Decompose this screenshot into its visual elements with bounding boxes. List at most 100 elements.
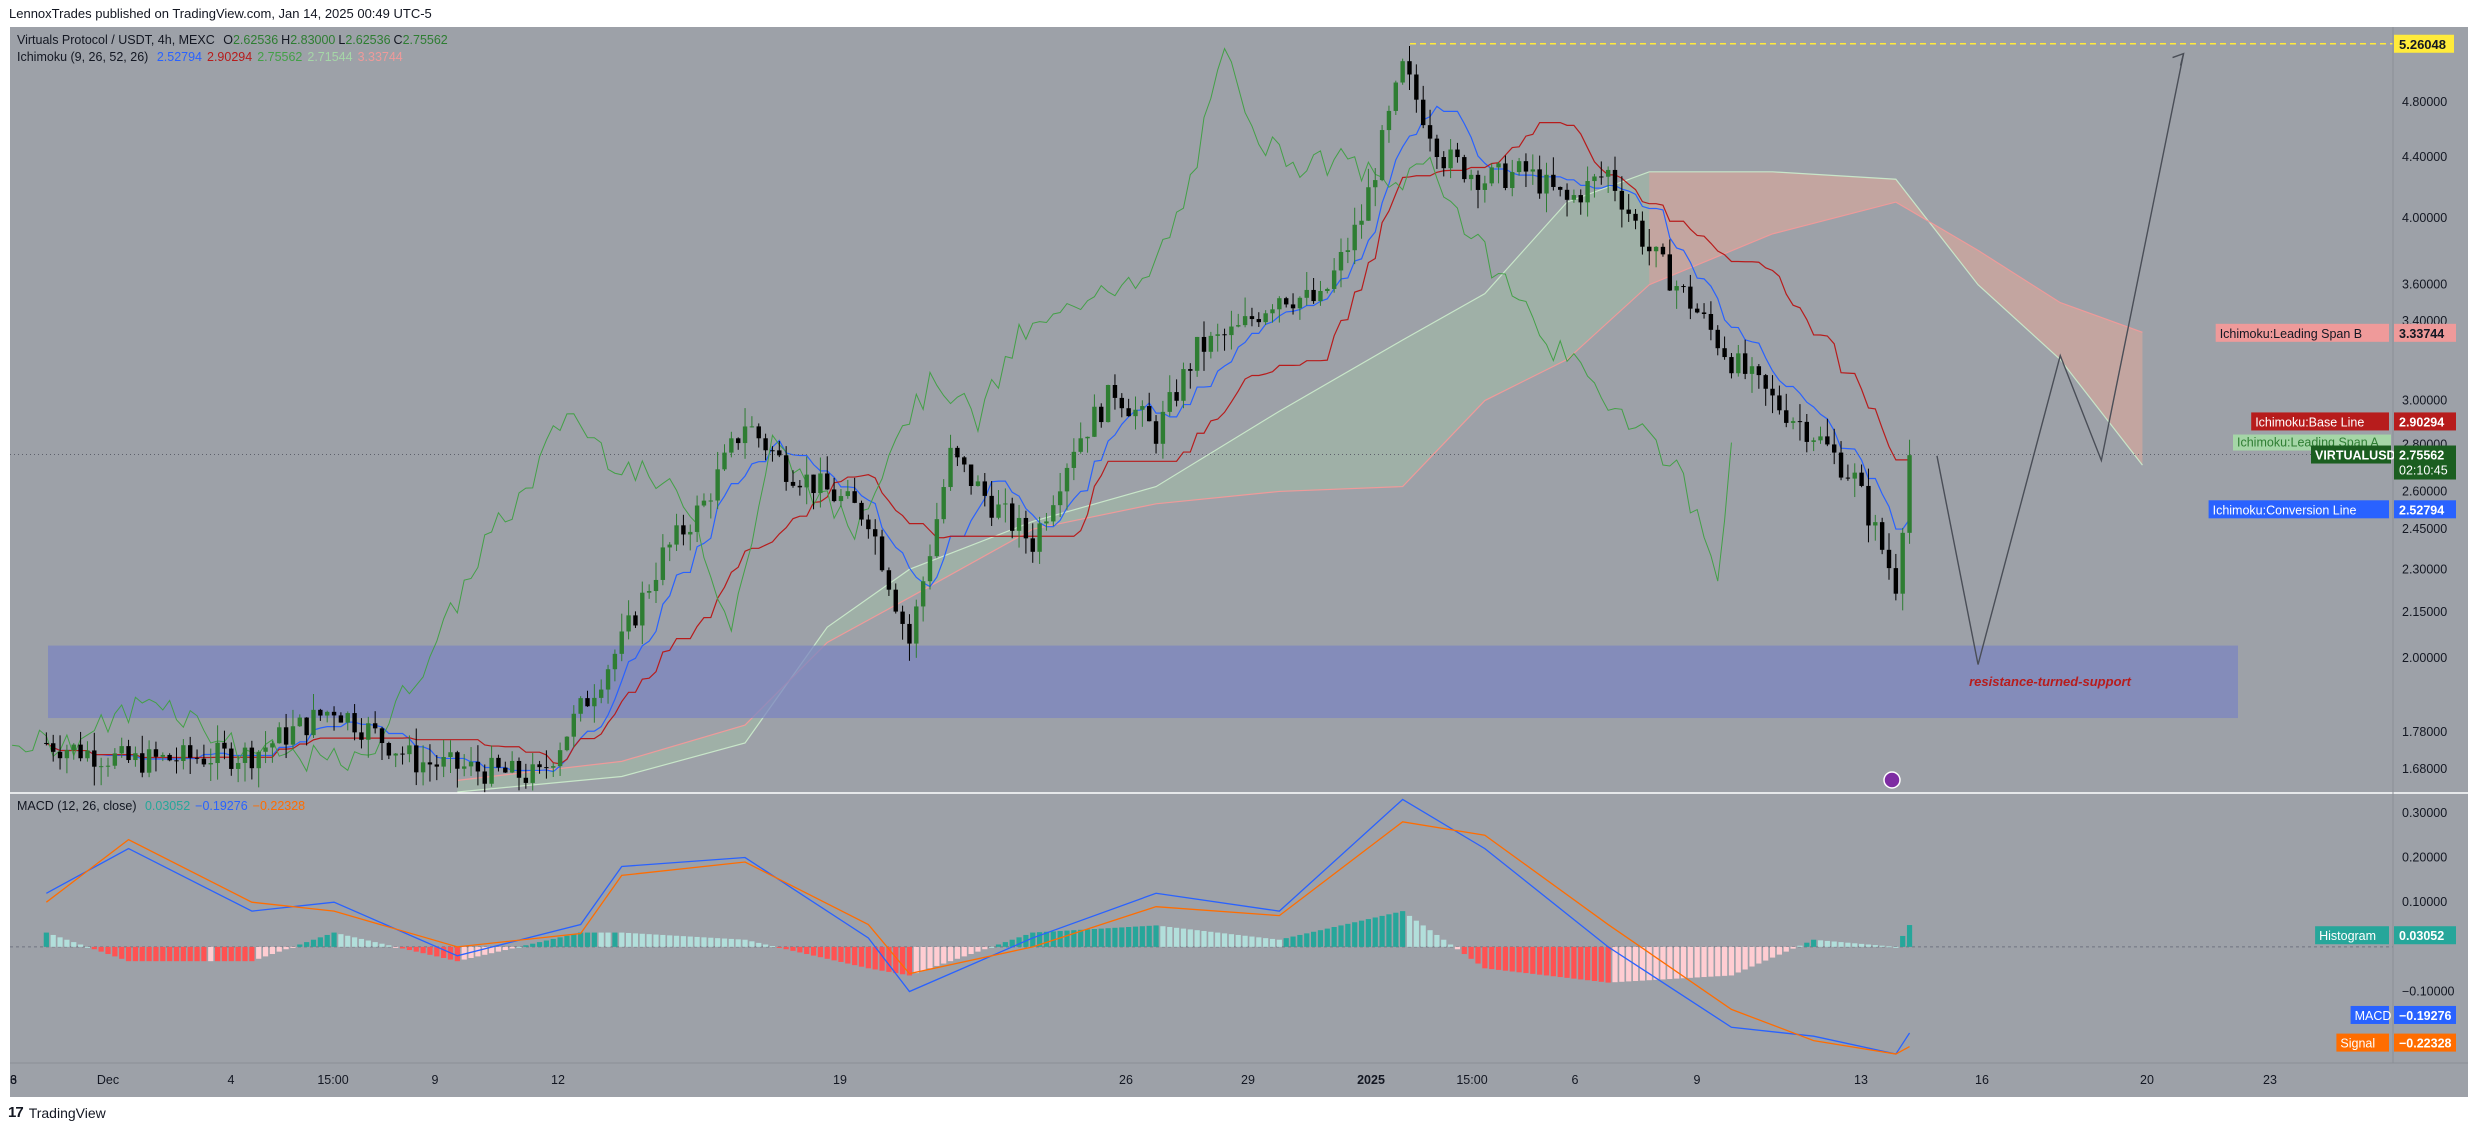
- candle-body: [1640, 220, 1645, 247]
- candle-body: [756, 426, 761, 439]
- candle-body: [749, 426, 755, 428]
- histogram-bar: [1687, 946, 1693, 978]
- histogram-bar: [1167, 927, 1173, 947]
- histogram-bar: [550, 938, 556, 947]
- candle-body: [1359, 220, 1364, 225]
- histogram-bar: [1427, 930, 1433, 947]
- candle-body: [982, 481, 987, 496]
- candle-body: [599, 689, 604, 698]
- histogram-bar: [1146, 925, 1152, 947]
- candle-body: [1763, 375, 1768, 389]
- histogram-bar: [1064, 930, 1070, 947]
- histogram-bar: [1468, 946, 1474, 959]
- candle-body: [605, 669, 611, 690]
- histogram-bar: [1016, 937, 1022, 947]
- candle-body: [1886, 549, 1892, 569]
- candle-body: [1010, 503, 1015, 531]
- chart-area[interactable]: resistance-turned-support 4.80000 4.40000…: [3, 27, 2468, 1097]
- histogram-bar: [1180, 928, 1187, 947]
- candle-body: [646, 591, 652, 593]
- candle-body: [1749, 366, 1755, 374]
- histogram-bar: [571, 934, 577, 947]
- histogram-bar: [1345, 923, 1351, 947]
- macd-legend: MACD (12, 26, close) 0.03052 −0.19276 −0.2…: [17, 799, 315, 813]
- histogram-bar: [845, 946, 851, 964]
- base-line-tag-value: 2.90294: [2399, 415, 2444, 429]
- candle-body: [1612, 169, 1618, 191]
- histogram-tag-name: Histogram: [2319, 929, 2376, 943]
- histogram-bar: [1817, 940, 1824, 947]
- signal-tag-value: −0.22328: [2399, 1037, 2452, 1051]
- time-tick: 2025: [1357, 1073, 1385, 1087]
- histogram-bar: [1132, 926, 1139, 947]
- histogram-bar: [249, 946, 255, 962]
- indicator-lines: [10, 47, 2393, 773]
- histogram-bar: [1722, 946, 1728, 976]
- histogram-bar: [742, 939, 748, 947]
- histogram-bar: [516, 946, 522, 948]
- candle-body: [770, 450, 775, 452]
- macd-value-1: −0.19276: [195, 799, 248, 813]
- histogram-bar: [64, 939, 70, 947]
- histogram-bar: [1735, 946, 1741, 973]
- histogram-bar: [43, 932, 49, 947]
- candle-body: [304, 717, 309, 736]
- histogram-bar: [1742, 946, 1748, 970]
- candle-body: [1653, 246, 1659, 252]
- candle-body: [1455, 149, 1460, 158]
- histogram-bar: [1571, 946, 1577, 979]
- histogram-bar: [221, 946, 228, 962]
- histogram-bar: [50, 934, 56, 947]
- histogram-bar: [865, 946, 871, 969]
- histogram-bar: [1660, 946, 1666, 980]
- candle-body: [153, 749, 159, 757]
- candle-body: [400, 753, 405, 755]
- histogram-bar: [673, 935, 680, 947]
- histogram-bar: [1454, 946, 1461, 950]
- histogram-bar: [872, 946, 878, 970]
- candle-body: [1551, 174, 1556, 187]
- candle-body: [667, 544, 672, 548]
- candle-body: [503, 767, 508, 773]
- histogram-bar: [1879, 945, 1885, 947]
- candle-body: [1119, 397, 1124, 409]
- candle-body: [1325, 288, 1330, 291]
- candle-body: [434, 764, 439, 767]
- candle-body: [1578, 195, 1583, 203]
- histogram-bar: [1324, 928, 1330, 947]
- candle-body: [1016, 517, 1022, 531]
- histogram-bar: [797, 946, 803, 953]
- candle-body: [1167, 392, 1172, 412]
- histogram-bar: [1249, 936, 1255, 947]
- histogram-bar: [1502, 946, 1508, 971]
- histogram-bar: [667, 935, 673, 947]
- candle-body: [475, 761, 481, 772]
- chart-svg[interactable]: resistance-turned-support 4.80000 4.40000…: [3, 27, 2468, 1097]
- candle-body: [1373, 180, 1378, 188]
- histogram-bar: [817, 946, 823, 958]
- price-tick: 3.60000: [2402, 278, 2447, 292]
- candle-body: [763, 438, 768, 451]
- histogram-bar: [1639, 946, 1645, 981]
- candle-body: [975, 481, 981, 487]
- histogram-bar: [57, 937, 63, 947]
- histogram-bar: [208, 946, 214, 962]
- symbol-price-tag: Ichimoku:Leading Span AVIRTUALUSDT2.7556…: [2233, 434, 2456, 480]
- histogram-bar: [1208, 931, 1214, 947]
- candle-body: [393, 753, 398, 756]
- histogram-bar: [1653, 946, 1659, 980]
- histogram-bar: [1776, 946, 1782, 955]
- footer: 17 TradingView: [8, 1104, 106, 1121]
- candle-body: [1660, 246, 1666, 255]
- candle-body: [1236, 325, 1241, 327]
- histogram-bar: [1317, 930, 1324, 947]
- histogram-bar: [345, 935, 351, 947]
- histogram-bar: [1441, 939, 1447, 947]
- histogram-bar: [1105, 928, 1111, 947]
- histogram-bar: [84, 946, 91, 948]
- candle-body: [927, 556, 933, 582]
- signal-tag-value-bg: [2394, 1033, 2456, 1052]
- histogram-bar: [71, 942, 77, 947]
- candle-body: [1482, 183, 1488, 190]
- candle-body: [1777, 395, 1782, 411]
